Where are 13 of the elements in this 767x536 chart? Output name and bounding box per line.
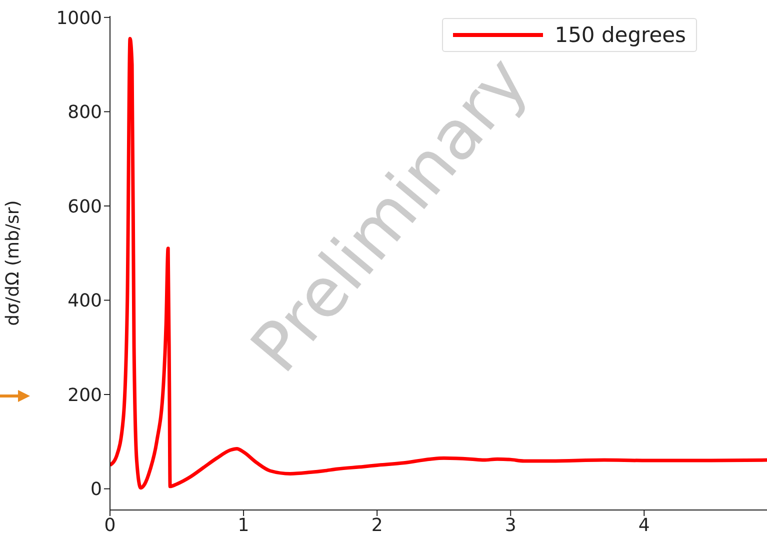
y-tick-label: 400 bbox=[68, 290, 102, 312]
legend-label: 150 degrees bbox=[554, 23, 686, 47]
y-tick-label: 800 bbox=[68, 102, 102, 124]
y-tick-label: 600 bbox=[68, 196, 102, 218]
x-tick-label: 4 bbox=[638, 514, 650, 536]
y-tick-label: 200 bbox=[68, 384, 102, 406]
x-tick-label: 0 bbox=[104, 514, 116, 536]
y-axis-title: dσ/dΩ (mb/sr) bbox=[2, 200, 24, 326]
y-tick-label: 1000 bbox=[56, 8, 102, 29]
x-tick-label: 2 bbox=[371, 514, 383, 536]
x-tick-label: 1 bbox=[238, 514, 250, 536]
x-tick-label: 3 bbox=[504, 514, 516, 536]
y-tick-label: 0 bbox=[90, 479, 102, 500]
